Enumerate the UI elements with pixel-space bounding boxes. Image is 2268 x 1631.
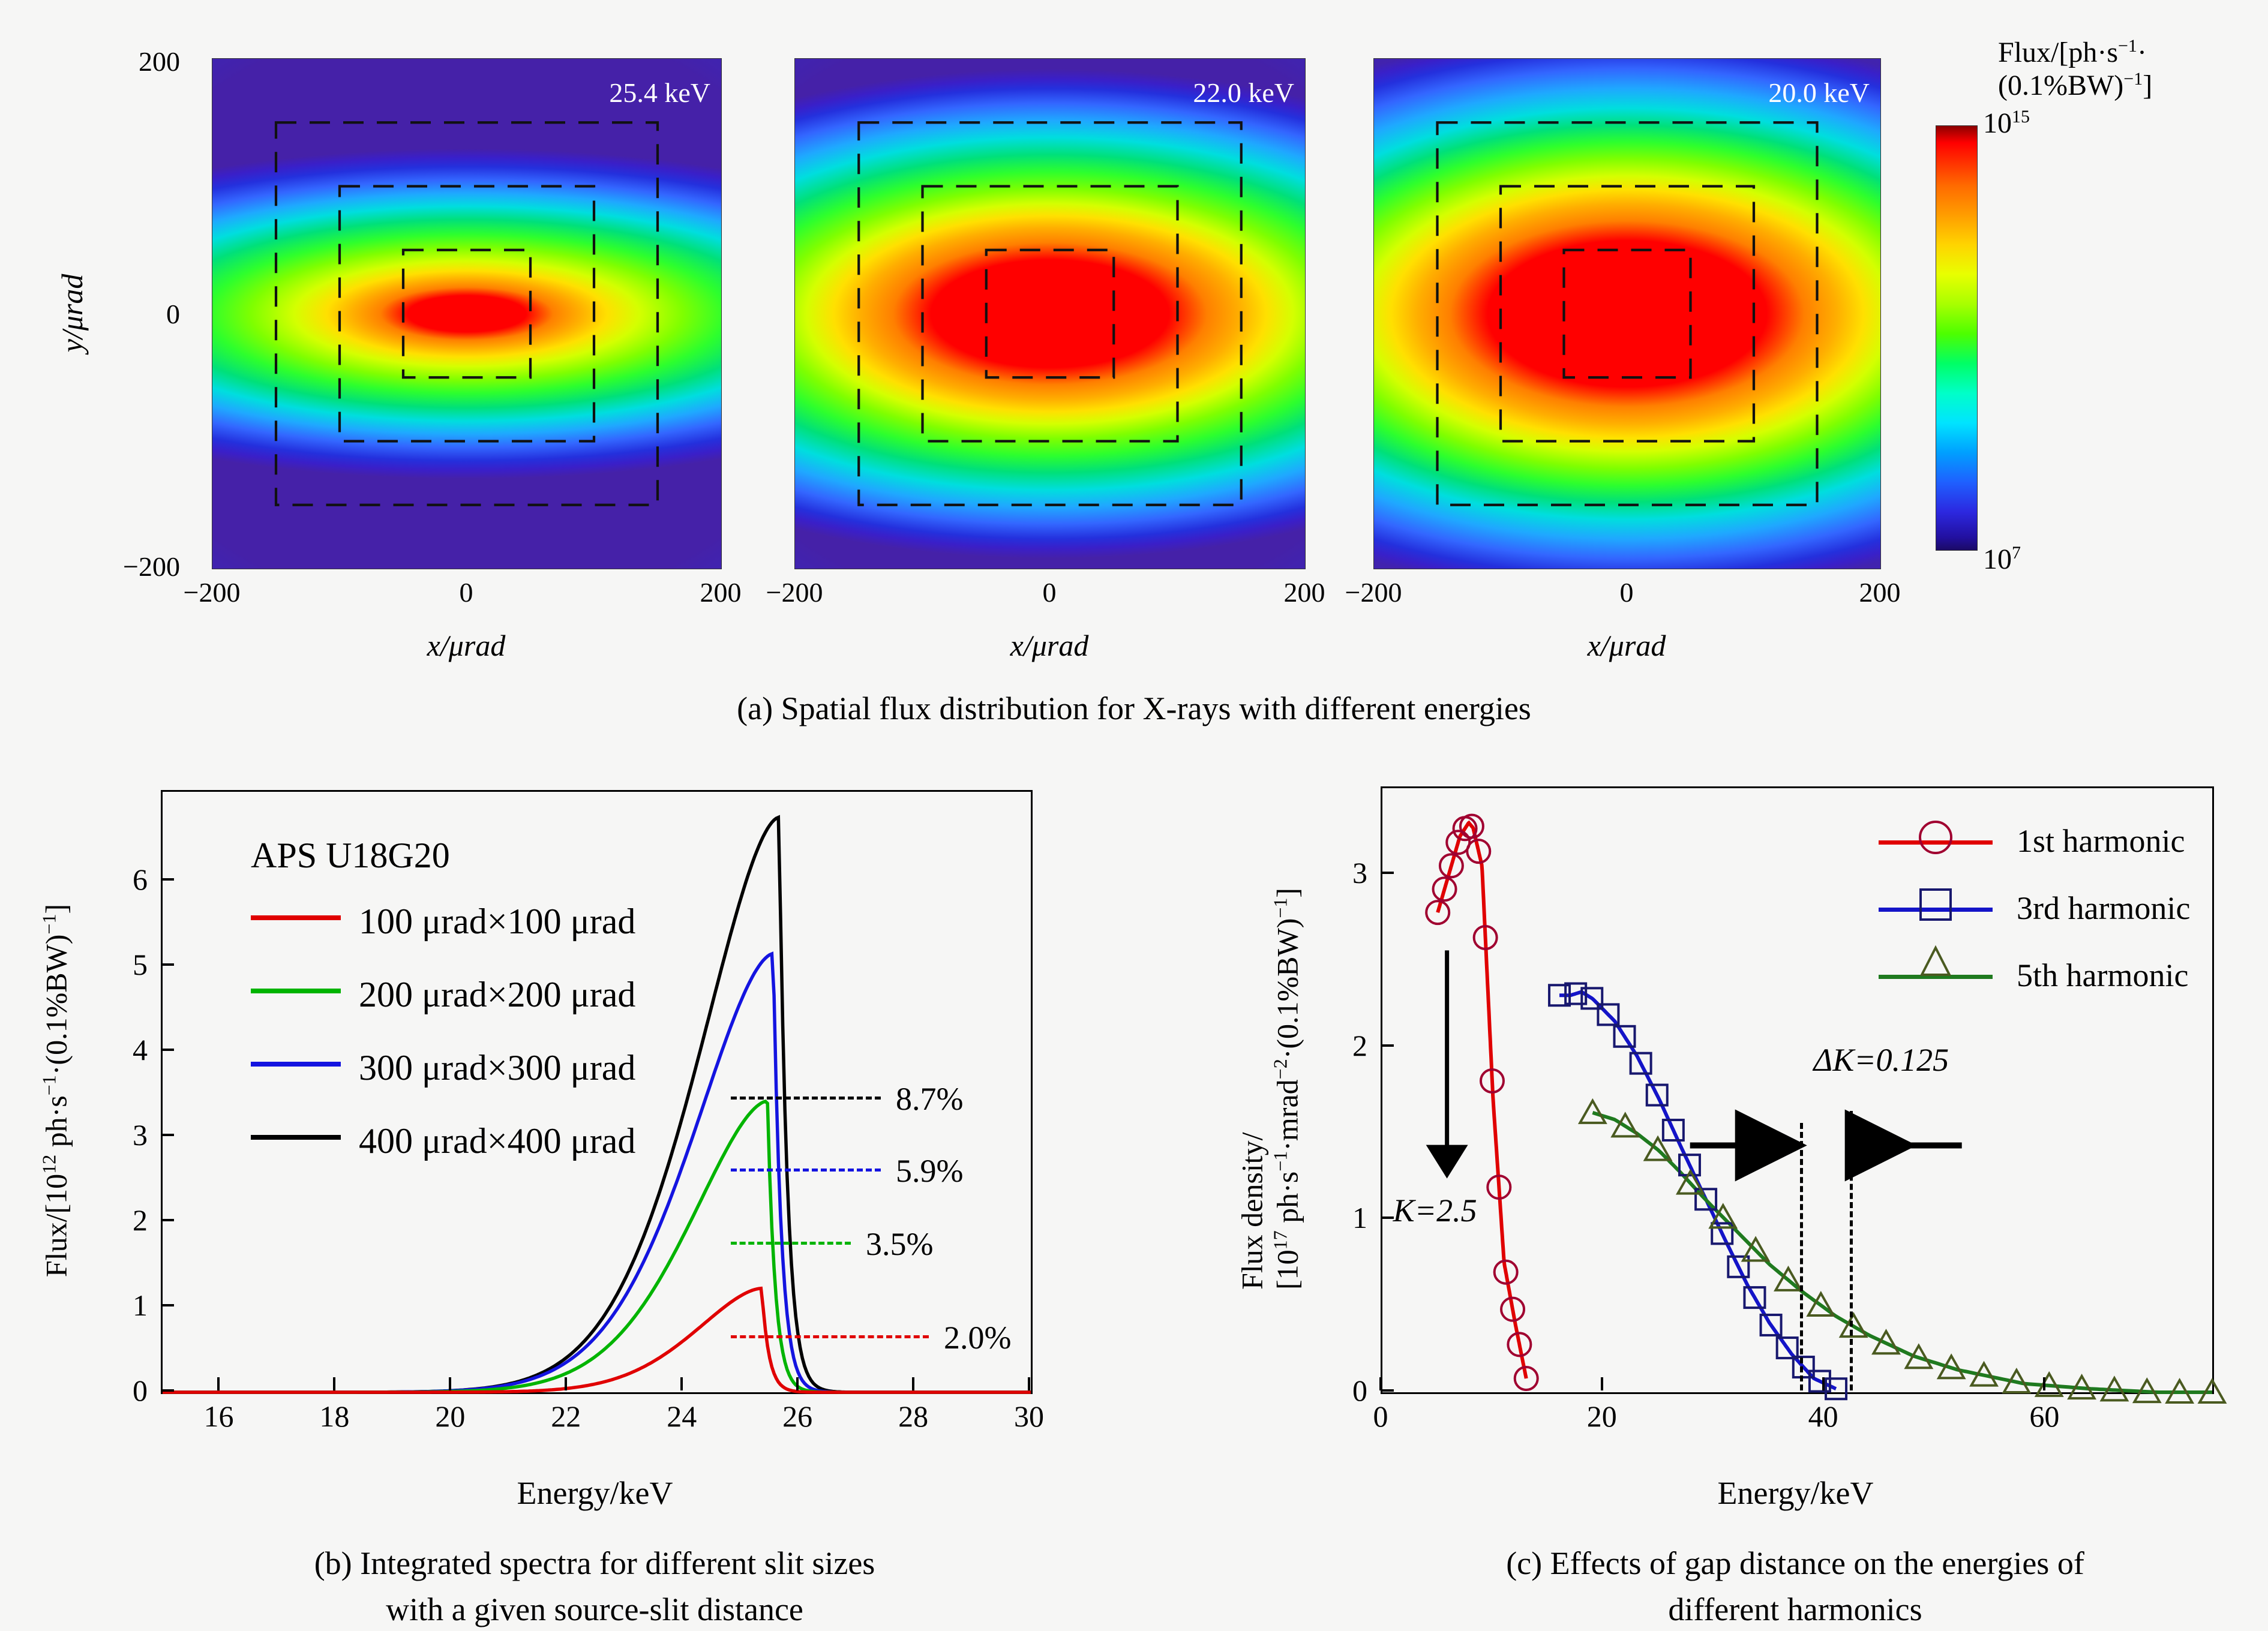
svg-text:22.0 keV: 22.0 keV <box>1193 77 1294 108</box>
svg-text:25.4 keV: 25.4 keV <box>609 77 710 108</box>
svg-text:20.0 keV: 20.0 keV <box>1768 77 1870 108</box>
